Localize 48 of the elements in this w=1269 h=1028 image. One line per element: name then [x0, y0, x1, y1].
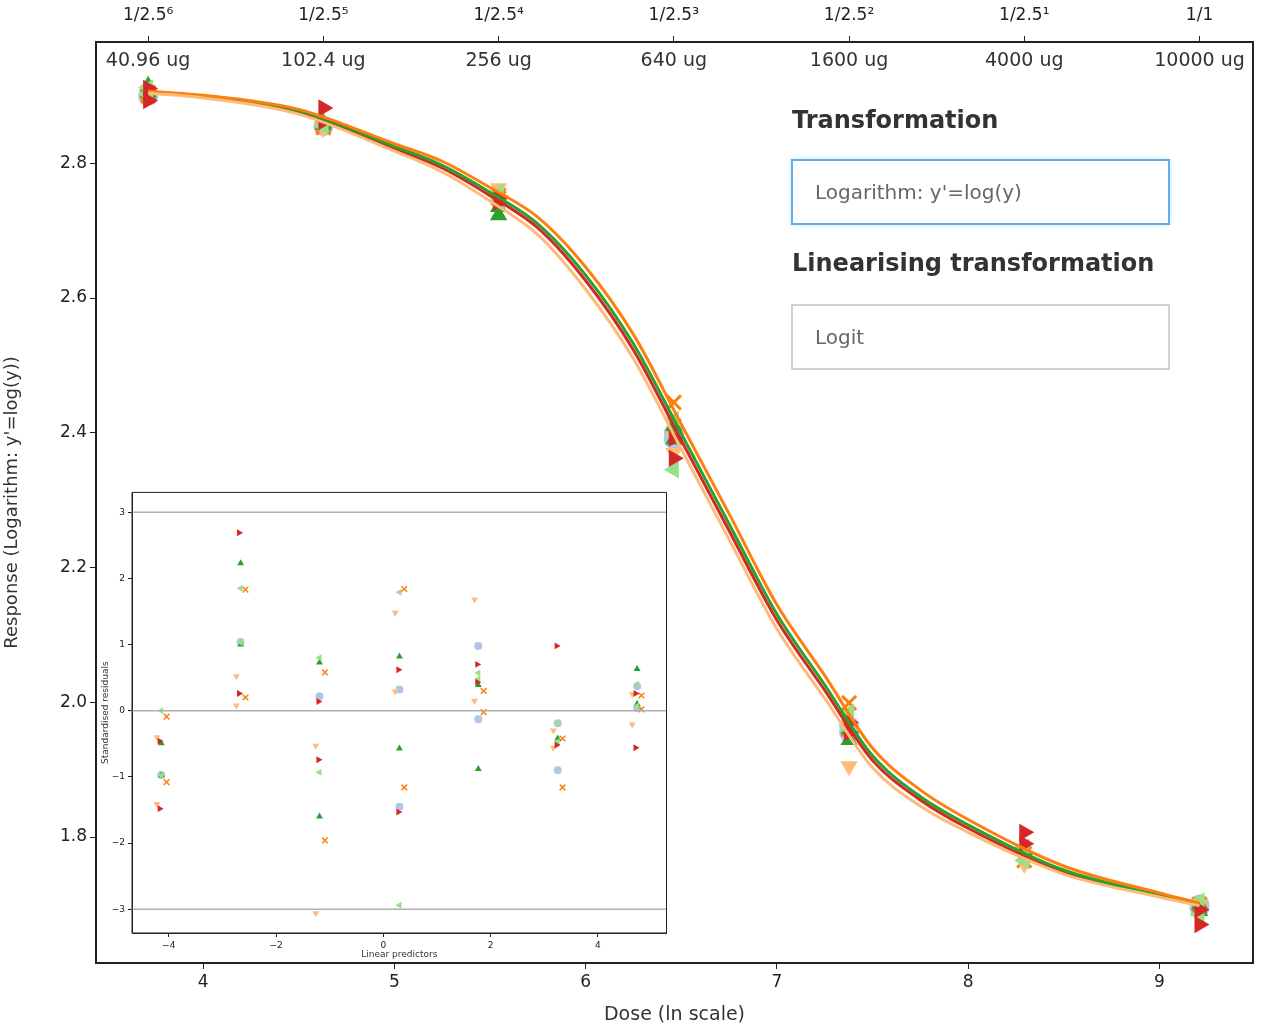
text: 1/2.5⁵	[298, 4, 349, 25]
x-tick-label: 8	[962, 970, 974, 991]
annotation: Transformation	[792, 106, 999, 134]
y-axis-title: Standardised residuals	[99, 661, 110, 764]
x-axis-title: Linear predictors	[361, 948, 438, 959]
y-tick-label: 2.0	[59, 690, 87, 711]
y-tick-label: −3	[111, 903, 125, 914]
text: 1/2.5⁶	[122, 4, 174, 25]
y-tick-label: 2	[119, 572, 125, 583]
x-tick-label: 6	[580, 970, 591, 991]
x-axis-title: Dose (ln scale)	[603, 1001, 746, 1024]
x2-tick-label: 640 ug	[640, 48, 708, 71]
x2-tick-label: 1600 ug	[809, 48, 889, 71]
text: 1/2.5²	[823, 4, 875, 25]
y-tick-label: 2.6	[59, 286, 87, 307]
y-tick-label: 0	[119, 705, 126, 716]
y-tick-label: 1	[119, 638, 125, 649]
x2-tick-label: 40.96 ug	[105, 48, 191, 71]
x-tick-label: 2	[487, 939, 494, 950]
text: 1/2.5⁴	[473, 4, 524, 25]
y-tick-label: 2.8	[59, 151, 87, 172]
y-tick-label: 2.4	[59, 421, 87, 442]
text-field: Logarithm: y'=log(y)	[791, 159, 1170, 225]
y-tick-label: −2	[111, 837, 125, 848]
text: 1/2.5³	[648, 4, 700, 25]
x-tick-label: 5	[388, 970, 400, 991]
text-field: Logit	[791, 304, 1170, 370]
y-tick-label: 2.2	[59, 555, 87, 576]
x-tick-label: 4	[595, 939, 602, 950]
x-tick-label: −2	[269, 939, 283, 950]
x-tick-label: 0	[380, 939, 387, 950]
text: 1/2.5¹	[999, 4, 1050, 25]
text: 1/1	[1185, 4, 1214, 25]
y-axis-title: Response (Logarithm: y'=log(y))	[0, 356, 22, 649]
annotation: Logit	[815, 325, 865, 349]
x-tick-label: 7	[771, 970, 783, 991]
x2-tick-label: 10000 ug	[1154, 48, 1245, 71]
x2-tick-label: 256 ug	[465, 48, 532, 71]
annotation: Logarithm: y'=log(y)	[815, 180, 1022, 204]
x-tick-label: 4	[197, 970, 209, 991]
x-tick-label: 9	[1153, 970, 1165, 991]
x2-tick-label: 102.4 ug	[281, 48, 366, 71]
y-tick-label: −1	[111, 771, 125, 782]
x-tick-label: −4	[162, 939, 176, 950]
y-tick-label: 1.8	[59, 825, 87, 846]
annotation: Linearising transformation	[792, 249, 1155, 277]
x2-tick-label: 4000 ug	[985, 48, 1064, 71]
y-tick-label: 3	[119, 506, 125, 517]
